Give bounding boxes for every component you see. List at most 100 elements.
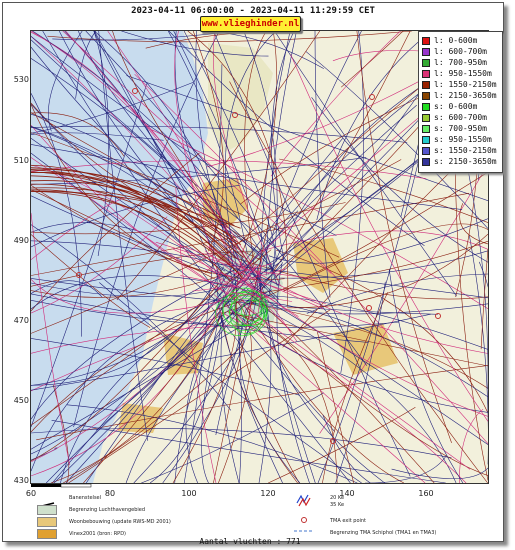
flight-track [31,144,463,210]
flight-track [133,312,258,483]
flight-track [31,189,215,280]
flight-track [172,248,256,290]
legend-label: s: 0-600m [434,102,478,111]
flight-track [31,112,125,157]
flight-track [31,191,239,273]
legend-swatch [422,113,430,122]
flight-track [31,93,82,337]
flight-track [65,31,254,270]
flight-track [31,202,346,235]
flight-track [31,39,282,253]
legend-swatch [422,69,430,78]
legend-item: s: 950-1550m [422,135,492,145]
legend-label: l: 1550-2150m [434,80,497,89]
tma-exit-point [132,88,138,94]
flight-track [31,323,265,354]
flight-track [247,300,457,483]
flight-track [149,295,224,483]
flight-track [478,261,488,319]
y-tick-label: 450 [13,396,29,405]
x-tick-label: 120 [260,489,276,498]
vinex-key-label: Vinex2001 (bron: RPD) [69,531,126,537]
flight-track [237,268,287,283]
flight-track [468,234,488,465]
tma-exit-point [330,438,336,444]
flight-track [319,164,488,434]
flight-track [219,299,488,398]
flight-track [257,230,488,253]
flight-track [213,225,269,483]
flight-track [218,263,488,299]
flight-track [317,331,354,483]
legend-label: l: 950-1550m [434,69,492,78]
flight-track [31,275,251,310]
residential-key-swatch [37,517,57,527]
flight-track [459,203,488,245]
flight-track [239,307,301,483]
flight-track [222,287,266,331]
flight-track [230,281,261,288]
flight-track [228,312,488,367]
flight-track [155,241,241,269]
flight-track [31,251,254,287]
flight-track [237,273,488,417]
legend-swatch [422,80,430,89]
flight-track [238,271,324,309]
tma-exit-point [369,94,375,100]
legend-label: s: 2150-3650m [434,157,497,166]
y-tick-label: 510 [13,156,29,165]
flight-track [243,304,405,483]
time-range-title: 2023-04-11 06:00:00 - 2023-04-11 11:29:5… [131,6,375,16]
legend-item: l: 950-1550m [422,69,492,79]
flight-track [253,268,262,280]
flight-track [168,31,425,247]
flight-track [391,467,488,480]
legend-swatch [422,91,430,100]
flight-track [211,307,351,483]
runway-key-label: Banenstelsel [69,495,102,501]
flight-track [31,112,264,253]
legend-item: s: 700-950m [422,124,487,134]
x-tick-label: 100 [181,489,197,498]
flight-track [73,31,220,428]
flight-track [167,31,248,254]
flight-track [283,223,488,292]
land-north [208,43,273,153]
flight-track [31,82,194,134]
flight-track [64,31,226,283]
legend-item: l: 700-950m [422,58,487,68]
flight-track [66,404,358,483]
legend-item: l: 1550-2150m [422,80,497,90]
flight-track [31,83,148,428]
flight-track [185,314,222,483]
flight-count: Aantal vluchten : 771 [199,537,301,546]
legend-item: s: 2150-3650m [422,157,497,167]
tma-exit-point [76,272,82,278]
y-tick-label: 490 [13,236,29,245]
flight-track [240,261,488,354]
flight-track [222,295,263,327]
vinex-key-swatch [37,529,57,539]
site-badge[interactable]: www.vlieghinder.nl [200,16,301,32]
flight-track [174,31,266,289]
legend-swatch [422,135,430,144]
flight-track [316,31,432,221]
flight-track [213,31,281,287]
tma-exit-points [76,88,441,444]
flight-track [261,240,488,293]
flight-track [31,234,151,328]
flight-track [480,248,488,350]
flight-track [244,281,291,332]
flight-track [228,312,338,483]
flight-track [340,31,364,373]
flight-track [258,257,263,279]
flight-track [257,286,263,317]
flight-track [231,291,293,302]
tma-exit-point [232,112,238,118]
flight-track [31,190,241,229]
flight-track [229,81,488,483]
flight-track [322,414,371,483]
legend-swatch [422,157,430,166]
legend-label: l: 700-950m [434,58,487,67]
flight-track [244,31,267,265]
